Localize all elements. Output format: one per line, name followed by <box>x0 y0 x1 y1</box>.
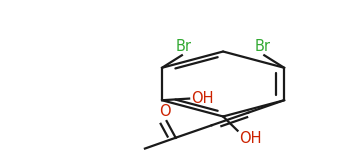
Text: Br: Br <box>254 39 270 54</box>
Text: O: O <box>159 103 171 119</box>
Text: OH: OH <box>239 132 262 146</box>
Text: OH: OH <box>191 91 213 106</box>
Text: Br: Br <box>176 39 192 54</box>
